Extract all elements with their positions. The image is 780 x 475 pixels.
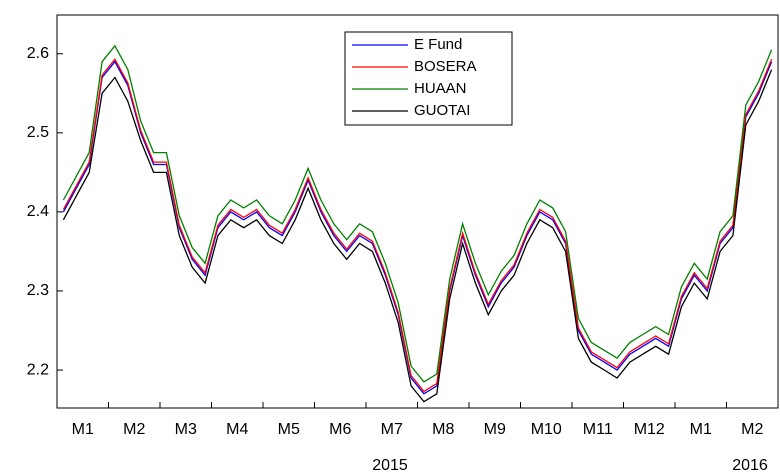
y-tick-label: 2.3 <box>27 282 49 299</box>
x-tick-label: M12 <box>634 421 665 438</box>
x-tick-label: M8 <box>432 421 454 438</box>
x-group-label: 2015 <box>372 457 408 474</box>
x-tick-label: M7 <box>381 421 403 438</box>
legend-label: E Fund <box>414 36 462 53</box>
x-tick-label: M1 <box>690 421 712 438</box>
legend-label: HUAAN <box>414 80 467 97</box>
x-group-label: 2016 <box>732 457 768 474</box>
x-tick-label: M9 <box>484 421 506 438</box>
y-tick-label: 2.6 <box>27 45 49 62</box>
x-tick-label: M4 <box>226 421 248 438</box>
legend-label: BOSERA <box>414 58 477 75</box>
series-line <box>62 60 773 395</box>
y-tick-label: 2.2 <box>27 361 49 378</box>
x-tick-label: M3 <box>175 421 197 438</box>
x-tick-label: M11 <box>583 421 613 438</box>
x-tick-label: M10 <box>531 421 562 438</box>
x-tick-label: M5 <box>278 421 300 438</box>
x-tick-label: M2 <box>741 421 763 438</box>
series-line <box>62 44 773 383</box>
series-line <box>62 69 773 403</box>
x-tick-label: M1 <box>72 421 94 438</box>
legend: E Fund BOSERA HUAAN GUOTAI <box>344 31 513 126</box>
y-tick-label: 2.5 <box>27 124 49 141</box>
y-tick-label: 2.4 <box>27 203 49 220</box>
legend-box <box>344 31 513 126</box>
x-tick-label: M6 <box>329 421 351 438</box>
legend-label: GUOTAI <box>414 102 470 119</box>
series-line <box>62 58 773 393</box>
x-tick-label: M2 <box>123 421 145 438</box>
